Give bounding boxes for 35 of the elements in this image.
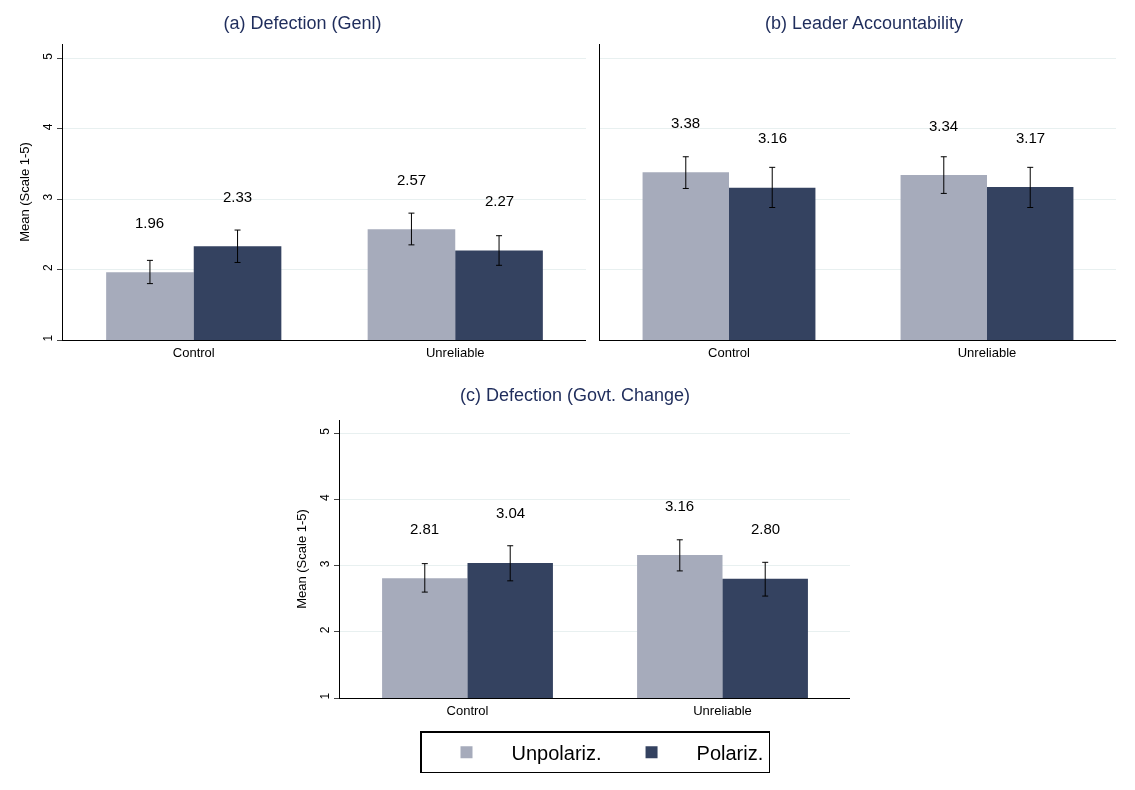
y-tick-label: 4 [41, 123, 56, 131]
data-label: 3.16 [665, 497, 695, 514]
chart-title: (a) Defection (Genl) [223, 12, 382, 33]
data-label: 3.04 [496, 504, 526, 521]
y-tick-label: 3 [41, 193, 56, 201]
data-label: 3.38 [671, 114, 701, 131]
x-tick-label: Unreliable [693, 702, 752, 718]
y-tick-label: 3 [318, 560, 333, 568]
y-tick-label: 2 [318, 626, 333, 634]
data-label: 1.96 [135, 214, 165, 231]
x-tick-label: Unreliable [957, 344, 1017, 360]
x-tick-label: Unreliable [425, 344, 485, 360]
chart-title: (b) Leader Accountability [764, 12, 964, 33]
legend-label: Polariz. [696, 742, 764, 765]
data-label: 3.16 [758, 129, 788, 146]
y-tick-label: 5 [41, 52, 56, 60]
chart-title: (c) Defection (Govt. Change) [459, 384, 691, 405]
x-tick-label: Control [708, 344, 751, 360]
data-label: 3.17 [1016, 129, 1046, 146]
y-axis-title: Mean (Scale 1-5) [17, 142, 33, 242]
y-tick-label: 1 [41, 334, 56, 342]
x-tick-label: Control [172, 344, 215, 360]
data-label: 2.57 [397, 171, 427, 188]
y-tick-label: 1 [318, 692, 333, 700]
y-tick-label: 4 [318, 493, 333, 501]
data-label: 2.81 [410, 520, 440, 537]
data-label: 2.80 [751, 520, 781, 537]
y-tick-label: 2 [41, 264, 56, 272]
data-label: 2.27 [485, 192, 515, 209]
y-tick-label: 5 [318, 427, 333, 435]
legend-label: Unpolariz. [511, 742, 602, 765]
x-tick-label: Control [446, 702, 489, 718]
data-label: 3.34 [929, 117, 959, 134]
data-label: 2.33 [223, 188, 253, 205]
y-axis-title: Mean (Scale 1-5) [294, 509, 310, 609]
